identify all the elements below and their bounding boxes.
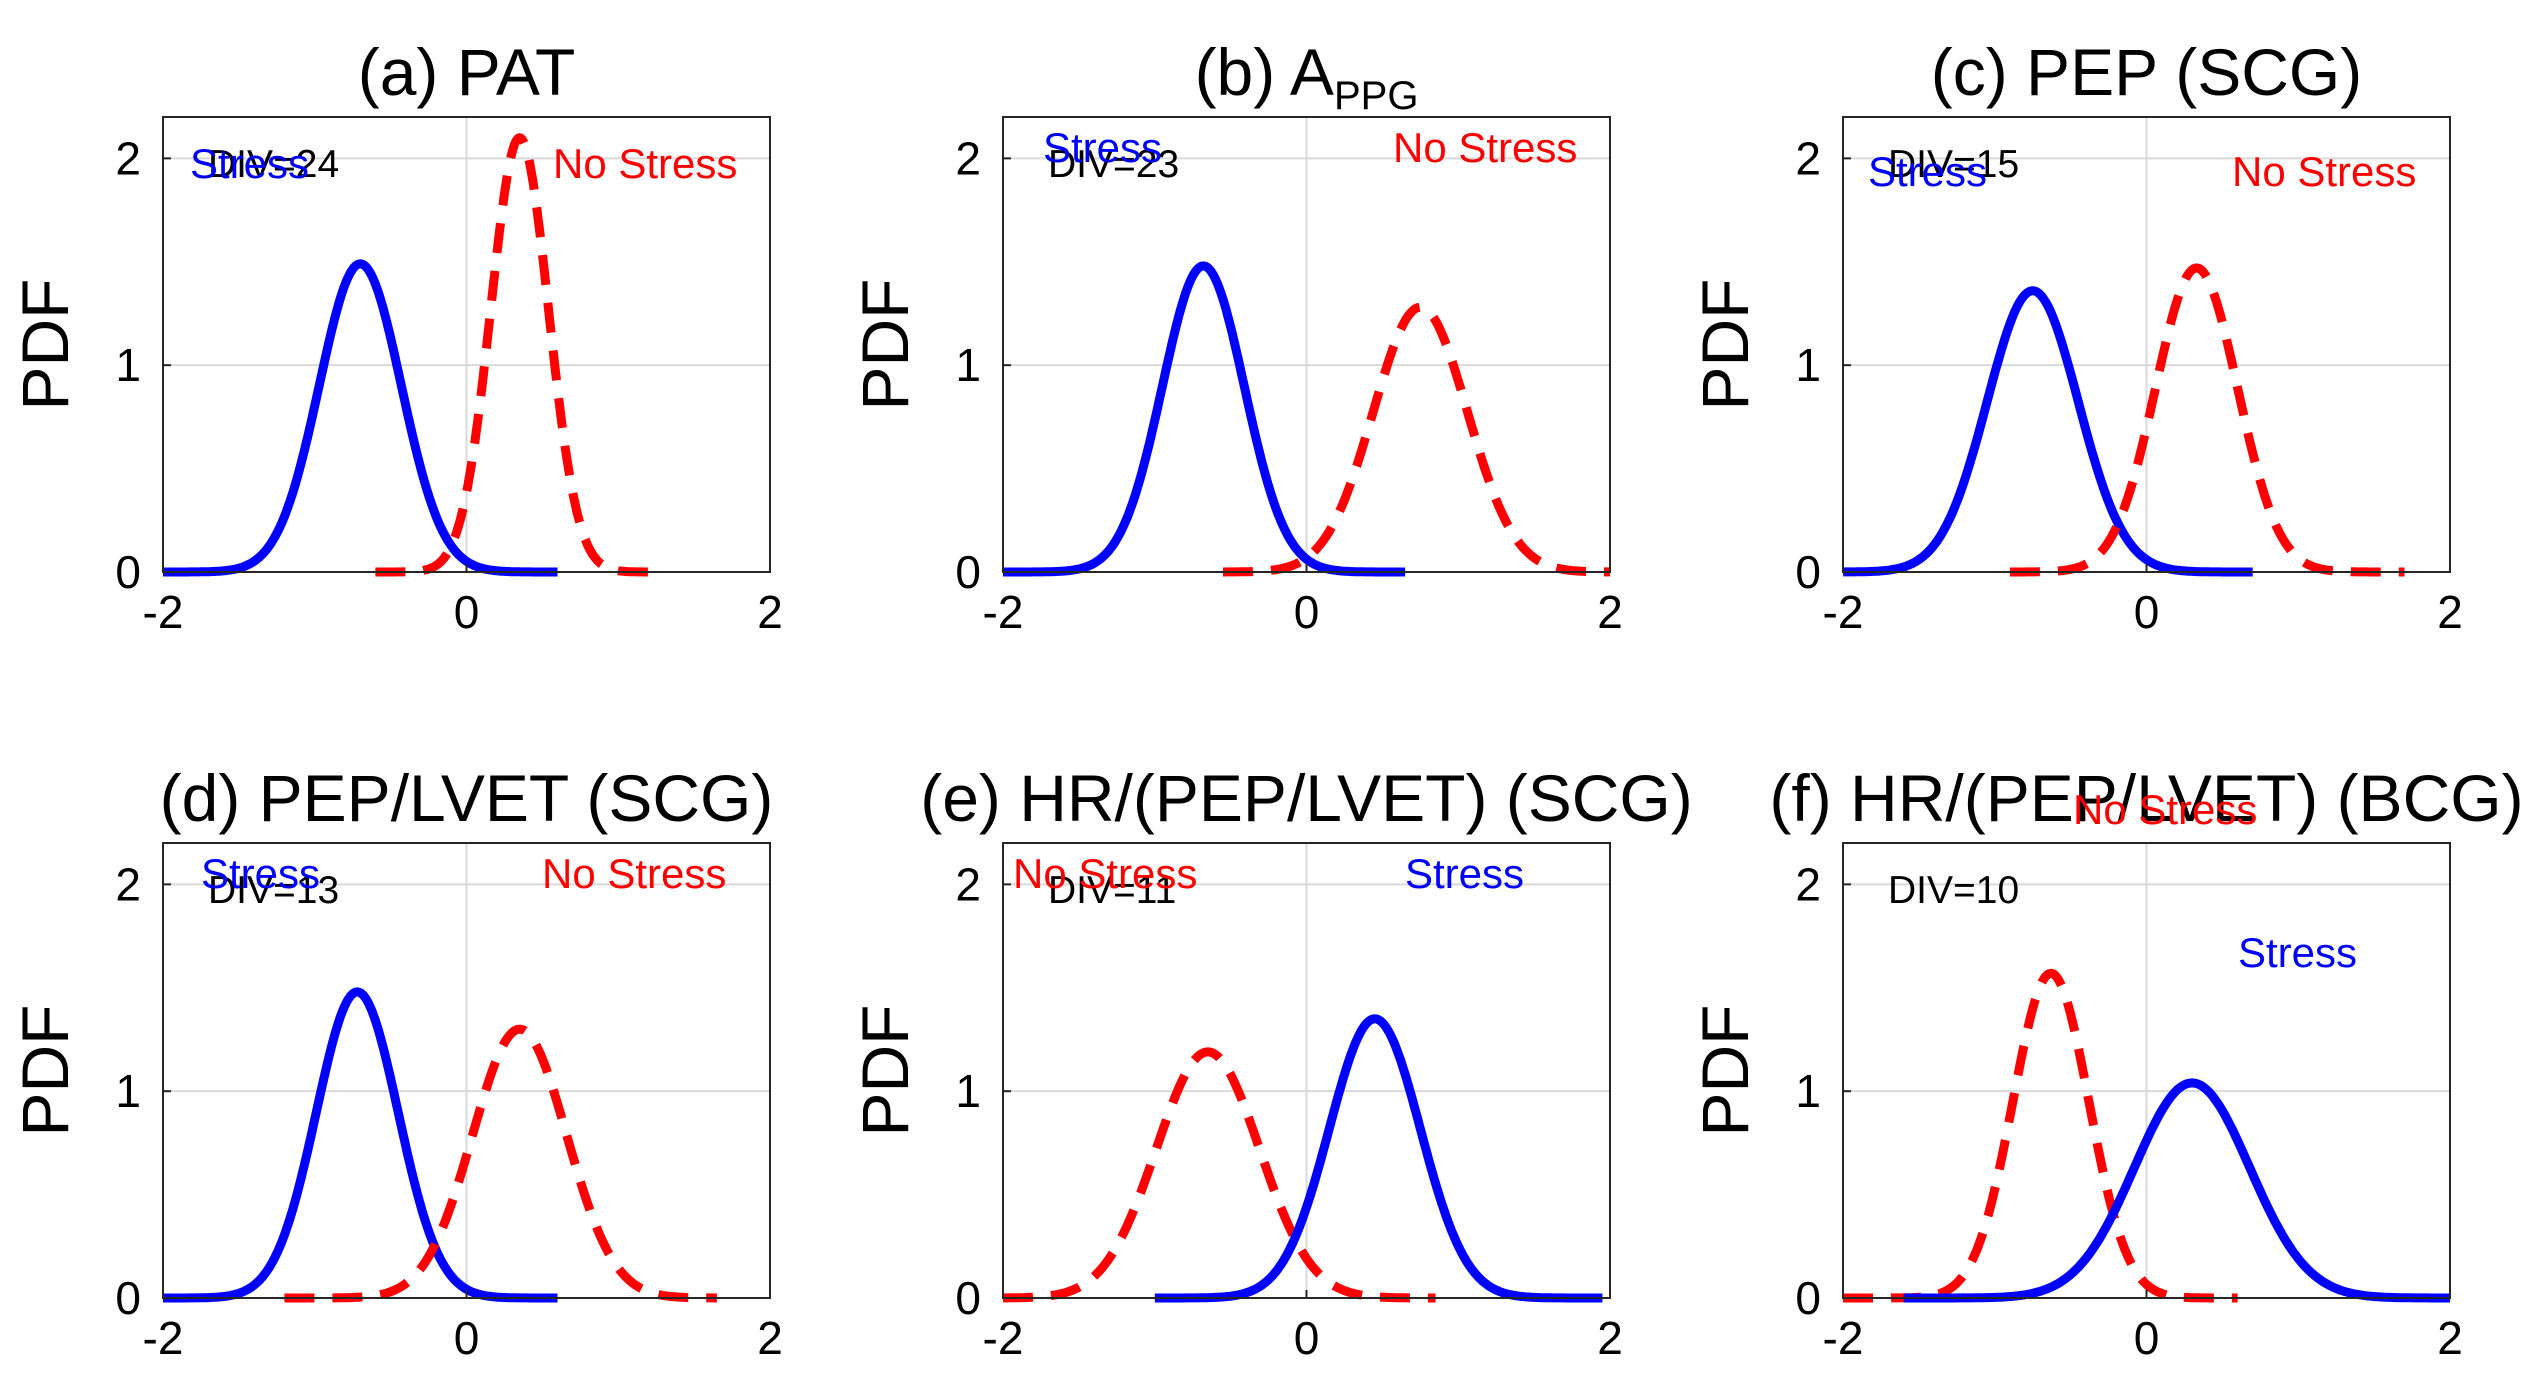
chart-4-series-no-stress-line	[281, 1024, 720, 1303]
chart-4-title: (d) PEP/LVET (SCG)	[160, 761, 774, 835]
chart-2-ylabel: PDF	[848, 279, 922, 411]
chart-4-ytick-label-2: 2	[115, 858, 141, 910]
chart-6-xtick-label-1: 0	[2134, 1312, 2160, 1364]
chart-3-ytick-label-0: 0	[1795, 546, 1821, 598]
chart-6-label-stress: Stress	[2238, 929, 2357, 976]
chart-2-ytick-label-0: 0	[955, 546, 981, 598]
chart-3-xtick-label-0: -2	[1823, 586, 1864, 638]
chart-4-label-no-stress: No Stress	[542, 850, 726, 897]
chart-5-ylabel: PDF	[848, 1005, 922, 1137]
chart-5-xtick-label-1: 0	[1294, 1312, 1320, 1364]
chart-2-div-annotation: DIV=23	[1048, 143, 1179, 186]
chart-5-ytick-label-0: 0	[955, 1272, 981, 1324]
chart-5-series-stress-line	[1152, 1014, 1605, 1303]
chart-4-xtick-label-2: 2	[757, 1312, 783, 1364]
chart-1-xtick-label-2: 2	[757, 586, 783, 638]
chart-5-series-no-stress-line	[1000, 1047, 1439, 1303]
chart-6-series-stress-line	[1901, 1078, 2453, 1303]
chart-3-xtick-label-1: 0	[2134, 586, 2160, 638]
chart-6-label-no-stress: No Stress	[2073, 786, 2257, 833]
chart-2-xtick-label-0: -2	[983, 586, 1024, 638]
chart-2-label-no-stress: No Stress	[1393, 124, 1577, 171]
chart-2-label-stress: Stress	[1043, 124, 1162, 171]
chart-2-xtick-label-2: 2	[1597, 586, 1623, 638]
chart-1-ytick-label-2: 2	[115, 132, 141, 184]
chart-4-ylabel: PDF	[8, 1005, 82, 1137]
chart-4-series-stress-line	[160, 987, 561, 1303]
chart-2-ytick-label-2: 2	[955, 132, 981, 184]
chart-3-ytick-label-1: 1	[1795, 339, 1821, 391]
chart-3-series-stress-line	[1840, 286, 2256, 577]
chart-1-label-stress: Stress	[190, 140, 309, 187]
chart-2-series-no-stress-line	[1220, 302, 1613, 577]
chart-3-xtick-label-2: 2	[2437, 586, 2463, 638]
chart-6-xtick-label-0: -2	[1823, 1312, 1864, 1364]
chart-6-ytick-label-2: 2	[1795, 858, 1821, 910]
chart-1-xtick-label-0: -2	[143, 586, 184, 638]
chart-1-title: (a) PAT	[358, 35, 576, 109]
chart-6-series-no-stress-line	[1840, 968, 2241, 1303]
chart-2-xtick-label-1: 0	[1294, 586, 1320, 638]
chart-3-series-no-stress-line	[2007, 263, 2408, 577]
chart-5-label-stress: Stress	[1405, 850, 1524, 897]
chart-2-ytick-label-1: 1	[955, 339, 981, 391]
chart-1-div-annotation: DIV=24	[208, 143, 339, 186]
chart-4-xtick-label-1: 0	[454, 1312, 480, 1364]
chart-5-title: (e) HR/(PEP/LVET) (SCG)	[920, 761, 1693, 835]
chart-3-ytick-label-2: 2	[1795, 132, 1821, 184]
chart-3-div-annotation: DIV=15	[1888, 143, 2019, 186]
chart-4-ytick-label-0: 0	[115, 1272, 141, 1324]
chart-1-ytick-label-1: 1	[115, 339, 141, 391]
chart-4-div-annotation: DIV=13	[208, 869, 339, 912]
chart-1-xtick-label-1: 0	[454, 586, 480, 638]
chart-5-xtick-label-0: -2	[983, 1312, 1024, 1364]
chart-1-ylabel: PDF	[8, 279, 82, 411]
chart-2-title: (b) APPG	[1195, 35, 1419, 118]
chart-1-label-no-stress: No Stress	[553, 140, 737, 187]
chart-4-label-stress: Stress	[201, 850, 320, 897]
chart-6-div-annotation: DIV=10	[1888, 869, 2019, 912]
chart-6-ytick-label-0: 0	[1795, 1272, 1821, 1324]
chart-1-series-no-stress-line	[372, 133, 660, 577]
chart-3-title: (c) PEP (SCG)	[1931, 35, 2362, 109]
chart-6-ylabel: PDF	[1688, 1005, 1762, 1137]
chart-5-label-no-stress: No Stress	[1013, 850, 1197, 897]
chart-1-series-stress-line	[160, 259, 561, 577]
chart-1-ytick-label-0: 0	[115, 546, 141, 598]
chart-6-ytick-label-1: 1	[1795, 1065, 1821, 1117]
chart-3-label-stress: Stress	[1868, 148, 1987, 195]
chart-6-xtick-label-2: 2	[2437, 1312, 2463, 1364]
chart-4-xtick-label-0: -2	[143, 1312, 184, 1364]
chart-6-title: (f) HR/(PEP/LVET) (BCG)	[1769, 761, 2523, 835]
chart-4-ytick-label-1: 1	[115, 1065, 141, 1117]
chart-5-div-annotation: DIV=11	[1048, 869, 1176, 912]
chart-2-series-stress-line	[1000, 261, 1408, 577]
chart-5-ytick-label-1: 1	[955, 1065, 981, 1117]
chart-3-label-no-stress: No Stress	[2232, 148, 2416, 195]
chart-3-ylabel: PDF	[1688, 279, 1762, 411]
chart-5-ytick-label-2: 2	[955, 858, 981, 910]
chart-5-xtick-label-2: 2	[1597, 1312, 1623, 1364]
